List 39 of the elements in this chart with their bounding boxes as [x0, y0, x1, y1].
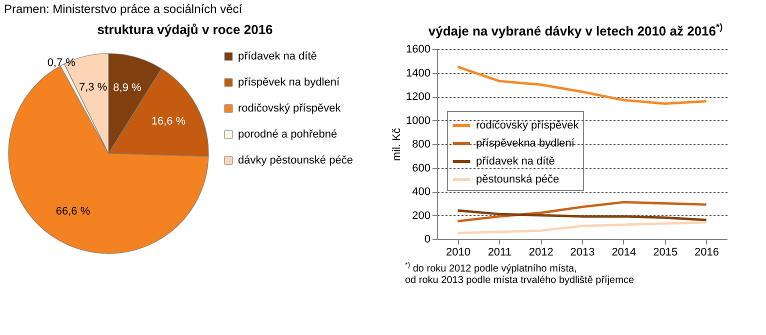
x-tick-label: 2010: [446, 246, 470, 259]
y-tick-label: 1200: [406, 91, 430, 104]
chart-title: struktura výdajů v roce 2016: [96, 22, 274, 37]
legend-label: přídavek na dítě: [238, 50, 317, 62]
x-tick-label: 2011: [488, 246, 512, 259]
x-tick-label: 2014: [612, 246, 636, 259]
legend-label: příspěvek na bydlení: [238, 76, 340, 88]
y-tick-label: 1600: [406, 44, 430, 56]
legend-label: dávky pěstounské péče: [238, 154, 353, 166]
y-axis-title: mil. Kč: [391, 128, 404, 162]
text: Pramen: Ministerstvo práce a sociálních věcí: [4, 2, 242, 16]
data-label: 66,6 %: [56, 206, 90, 218]
text: $^{*)}$ do roku 2012 podle výplatního místa, od roku 2013 podle místa trvalého bydliště příjemce: [405, 262, 636, 286]
legend-label: rodičovský příspěvek: [238, 102, 342, 114]
y-tick-label: 400: [412, 186, 430, 198]
x-tick-label: 2016: [694, 246, 720, 259]
line-series: [456, 221, 708, 235]
y-tick-label: 600: [412, 162, 430, 175]
legend-label: rodičovský příspěvek: [476, 120, 580, 132]
y-tick-label: 0: [424, 234, 430, 246]
y-tick-label: 800: [412, 138, 430, 151]
line-series: [456, 66, 708, 106]
legend-label: pěstounská péče: [476, 174, 560, 186]
y-tick-label: 1000: [406, 115, 430, 128]
x-tick-label: 2015: [653, 246, 678, 259]
x-tick-label: 2012: [528, 246, 554, 259]
data-label: 0,7 %: [47, 57, 76, 70]
x-tick-label: 2013: [570, 246, 595, 259]
data-label: 8,9 %: [113, 82, 142, 94]
chart-title: výdaje na vybrané dávky v letech 2010 až 2016$^{*)}$: [427, 22, 724, 38]
y-tick-label: 200: [412, 210, 430, 222]
legend-label: přídavek na dítě: [476, 156, 555, 168]
line-series: [456, 210, 708, 222]
data-label: 16,6 %: [151, 115, 186, 128]
y-tick-label: 1400: [406, 68, 430, 80]
legend-label: porodné a pohřebné: [238, 128, 338, 140]
line-series: [456, 201, 708, 223]
data-label: 7,3 %: [78, 81, 108, 94]
legend-label: příspěvekna bydlení: [476, 138, 576, 150]
